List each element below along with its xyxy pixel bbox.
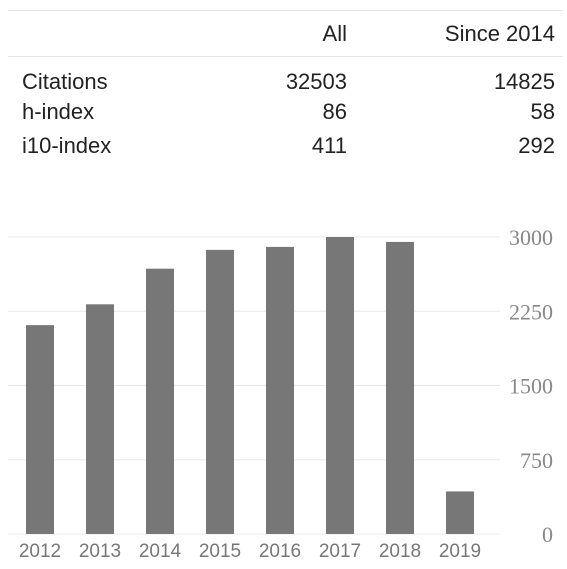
gridlines xyxy=(8,237,500,534)
stats-row-i10-index: i10-index 411 292 xyxy=(8,129,563,163)
x-tick-label: 2019 xyxy=(439,541,481,562)
stats-row-citations: Citations 32503 14825 xyxy=(8,57,563,96)
x-tick-label: 2018 xyxy=(379,541,421,562)
bar-2018[interactable] xyxy=(386,242,414,534)
stats-row-h-index: h-index 86 58 xyxy=(8,95,563,129)
stats-value-since: 14825 xyxy=(347,57,563,96)
y-axis-ticks: 0 750 1500 2250 3000 xyxy=(509,225,553,547)
stats-value-all: 86 xyxy=(232,95,347,129)
bar-2015[interactable] xyxy=(206,250,234,534)
stats-row-label: Citations xyxy=(8,57,232,96)
x-tick-label: 2014 xyxy=(139,541,182,562)
bar-2019[interactable] xyxy=(446,491,474,534)
bar-2014[interactable] xyxy=(146,269,174,534)
stats-value-since: 292 xyxy=(347,129,563,163)
x-tick-label: 2017 xyxy=(319,541,361,562)
x-axis-ticks: 2012 2013 2014 2015 2016 2017 2018 2019 xyxy=(19,541,481,562)
stats-row-label: h-index xyxy=(8,95,232,129)
bar-2012[interactable] xyxy=(26,325,54,534)
bar-2017[interactable] xyxy=(326,237,354,534)
x-tick-label: 2012 xyxy=(19,541,61,562)
y-tick-label: 2250 xyxy=(509,299,553,324)
h-index-link[interactable]: h-index xyxy=(22,99,94,124)
stats-header-all: All xyxy=(232,11,347,57)
citations-per-year-chart: 2012 2013 2014 2015 2016 2017 2018 2019 0 750 150… xyxy=(0,222,567,569)
y-tick-label: 3000 xyxy=(509,225,553,250)
bar-2016[interactable] xyxy=(266,247,294,534)
y-tick-label: 1500 xyxy=(509,374,553,399)
x-tick-label: 2016 xyxy=(259,541,301,562)
y-tick-label: 0 xyxy=(542,522,553,547)
x-tick-label: 2015 xyxy=(199,541,241,562)
stats-header-since: Since 2014 xyxy=(347,11,563,57)
stats-value-all: 32503 xyxy=(232,57,347,96)
stats-value-all: 411 xyxy=(232,129,347,163)
bar-2013[interactable] xyxy=(86,304,114,534)
stats-header-row: All Since 2014 xyxy=(8,11,563,57)
stats-header-blank xyxy=(8,11,232,57)
citation-stats-table: All Since 2014 Citations 32503 14825 h-i… xyxy=(8,10,563,163)
stats-value-since: 58 xyxy=(347,95,563,129)
stats-row-label: i10-index xyxy=(8,129,232,163)
i10-index-link[interactable]: i10-index xyxy=(22,133,111,158)
citations-link[interactable]: Citations xyxy=(22,69,108,94)
x-tick-label: 2013 xyxy=(79,541,121,562)
y-tick-label: 750 xyxy=(520,448,553,473)
